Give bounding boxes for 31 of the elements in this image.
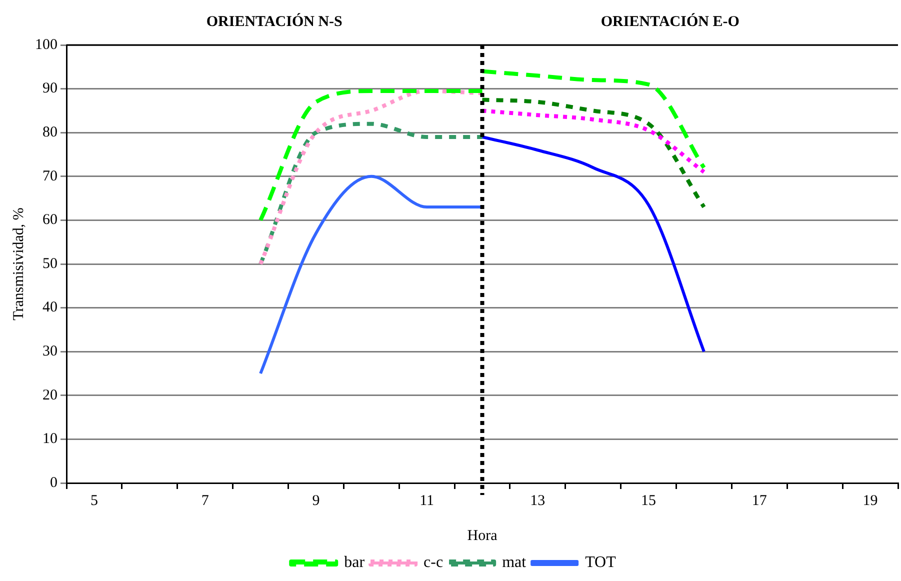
y-tick-label: 40 (42, 300, 58, 316)
y-tick-label: 70 (42, 168, 58, 184)
y-tick-label: 90 (42, 80, 58, 97)
y-tick-label: 0 (50, 474, 58, 491)
legend-label: TOT (585, 554, 616, 572)
line-series (480, 69, 706, 170)
y-tick-label: 80 (42, 124, 58, 141)
x-tick-label: 19 (862, 492, 878, 509)
x-axis-title: Hora (467, 528, 498, 544)
y-tick-label: 30 (42, 344, 58, 360)
line-series (480, 108, 706, 174)
y-tick-label: 100 (35, 36, 58, 53)
x-tick-label: 7 (201, 492, 210, 509)
y-tick-label: 50 (42, 256, 58, 272)
x-tick-label: 9 (312, 492, 320, 509)
line-series (480, 135, 706, 354)
y-tick-label: 10 (42, 431, 58, 448)
legend-label: mat (502, 554, 527, 572)
legend-label: c-c (424, 554, 444, 572)
legend-label: bar (344, 554, 366, 572)
text: ORIENTACIÓN N-S (206, 12, 342, 30)
text: ORIENTACIÓN E-O (600, 12, 740, 30)
x-tick-label: 11 (420, 492, 434, 509)
y-tick-label: 60 (42, 212, 58, 228)
x-tick-label: 13 (530, 492, 546, 509)
y-axis-title: Transmisividad, % (10, 208, 27, 320)
x-tick-label: 17 (752, 492, 768, 509)
x-tick-label: 5 (90, 492, 98, 509)
y-tick-label: 20 (42, 387, 58, 404)
x-tick-label: 15 (641, 492, 656, 509)
line-series (480, 98, 706, 210)
